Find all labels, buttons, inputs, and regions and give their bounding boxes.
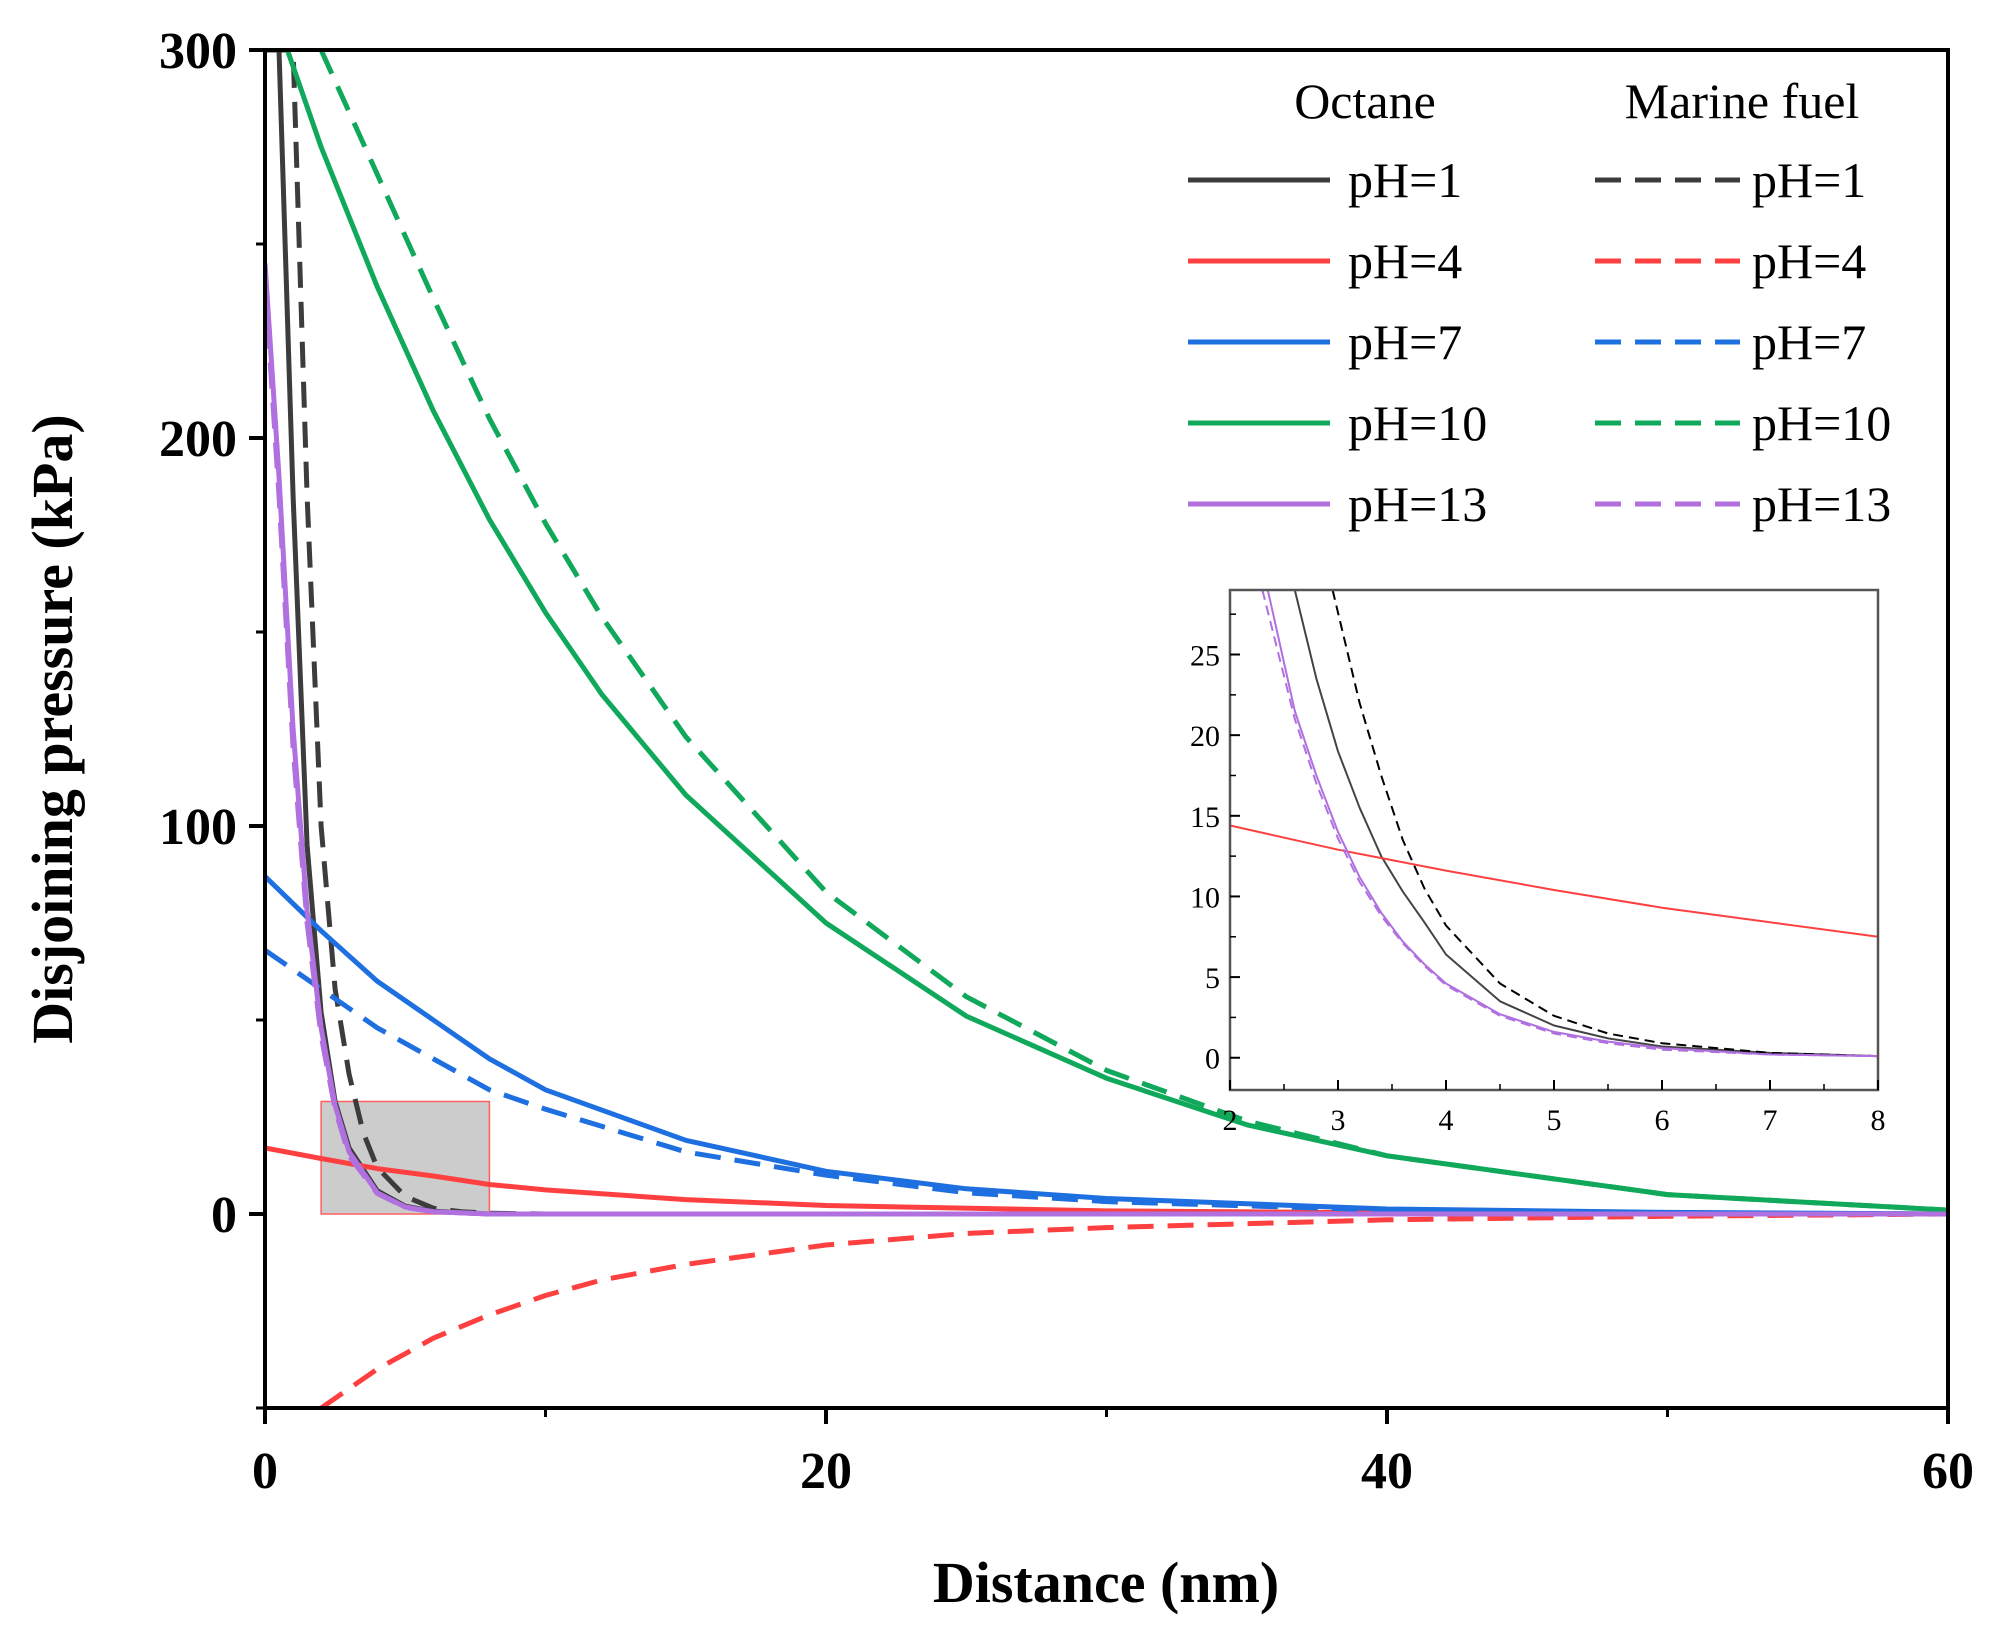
inset-y-tick-label: 5 [1205,962,1220,995]
inset-x-tick-label: 7 [1763,1104,1778,1137]
inset-x-tick-label: 4 [1439,1104,1454,1137]
inset-x-tick-label: 8 [1871,1104,1886,1137]
legend-label-octane: pH=10 [1348,395,1487,451]
legend-label-octane: pH=4 [1348,233,1462,289]
inset-series-line [1266,590,1878,1058]
inset-series-line [1293,590,1878,1058]
inset-y-tick-label: 10 [1190,881,1220,914]
x-tick-label: 40 [1361,1443,1413,1500]
x-tick-label: 20 [800,1443,852,1500]
legend-label-marine-fuel: pH=4 [1752,233,1866,289]
legend-label-marine-fuel: pH=1 [1752,152,1866,208]
legend-label-octane: pH=13 [1348,476,1487,532]
legend-header-octane: Octane [1294,73,1436,129]
inset-y-tick-label: 15 [1190,801,1220,834]
legend-label-marine-fuel: pH=13 [1752,476,1891,532]
inset-y-tick-label: 0 [1205,1043,1220,1076]
series-line-marine-fuel-ph1 [265,50,658,1217]
inset-series-line [1331,590,1878,1058]
inset-x-tick-label: 3 [1331,1104,1346,1137]
series-line-marine-fuel-ph10 [318,50,1948,1213]
x-tick-label: 0 [252,1443,278,1500]
inset-y-tick-label: 25 [1190,640,1220,673]
legend-label-octane: pH=7 [1348,314,1462,370]
legend-label-marine-fuel: pH=7 [1752,314,1866,370]
legend-label-marine-fuel: pH=10 [1752,395,1891,451]
series-line-marine-fuel-ph7 [265,948,1948,1217]
y-axis-title: Disjoining pressure (kPa) [20,414,85,1043]
x-axis-title: Distance (nm) [933,1550,1279,1615]
y-tick-label: 0 [211,1187,237,1244]
y-tick-label: 200 [159,411,237,468]
zoom-region-highlight [320,1100,491,1215]
inset-series-group [1230,590,1878,1058]
inset-x-tick-label: 5 [1547,1104,1562,1137]
series-line-marine-fuel-ph4 [319,1211,1948,1408]
y-tick-label: 300 [159,23,237,80]
inset-x-tick-label: 2 [1223,1104,1238,1137]
legend-header-marine-fuel: Marine fuel [1625,73,1860,129]
series-line-marine-fuel-ph13 [265,282,1948,1217]
inset-series-line [1230,824,1878,938]
inset-y-tick-label: 20 [1190,720,1220,753]
x-tick-label: 60 [1922,1443,1974,1500]
inset-x-tick-label: 6 [1655,1104,1670,1137]
y-tick-label: 100 [159,799,237,856]
legend-label-octane: pH=1 [1348,152,1462,208]
